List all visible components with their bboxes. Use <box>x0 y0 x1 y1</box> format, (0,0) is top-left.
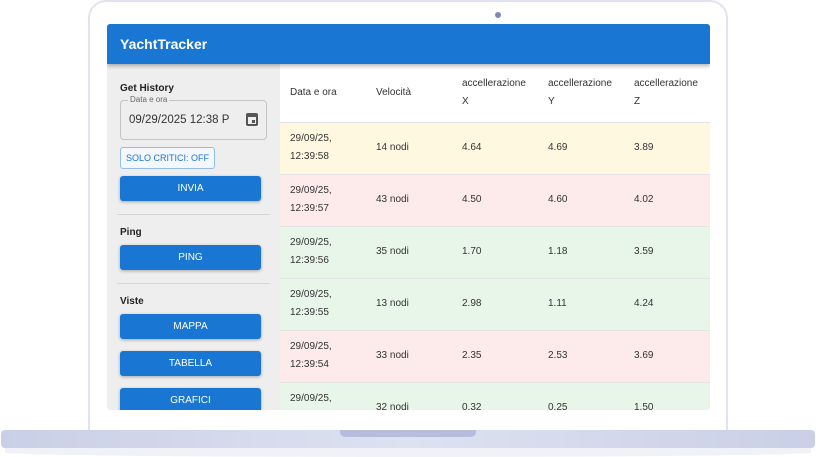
table-header: Data e ora Velocità accellerazione X acc… <box>280 64 710 122</box>
cell-time: 12:39:57 <box>290 203 329 214</box>
col-accel-z[interactable]: accellerazione Z <box>634 77 698 107</box>
col-datetime[interactable]: Data e ora <box>290 86 337 98</box>
table-row[interactable]: 29/09/25, 12:39:57 43 nodi 4.50 4.60 4.02 <box>280 173 710 226</box>
send-button[interactable]: INVIA <box>120 176 261 201</box>
cell-date: 29/09/25, <box>290 185 332 196</box>
cell-speed: 43 nodi <box>366 173 452 226</box>
cell-speed: 35 nodi <box>366 225 452 278</box>
cell-accel-z: 1.50 <box>624 381 710 410</box>
cell-accel-x: 2.35 <box>452 329 538 382</box>
col-speed[interactable]: Velocità <box>376 86 412 98</box>
cell-accel-z: 3.59 <box>624 225 710 278</box>
col-accel-y[interactable]: accellerazione Y <box>548 77 612 107</box>
ping-button[interactable]: PING <box>120 245 261 270</box>
laptop-shadow <box>5 448 811 457</box>
app-bar: YachtTracker <box>107 24 710 64</box>
cell-time: 12:39:55 <box>290 307 329 318</box>
table-row[interactable]: 29/09/25, 12:39:55 13 nodi 2.98 1.11 4.24 <box>280 277 710 330</box>
critical-only-toggle[interactable]: SOLO CRITICI: OFF <box>120 147 216 169</box>
table-row[interactable]: 29/09/25,12:39:53 32 nodi 0.32 0.25 1.50 <box>280 381 710 410</box>
cell-accel-x: 2.98 <box>452 277 538 330</box>
cell-accel-z: 4.02 <box>624 173 710 226</box>
cell-time: 12:39:54 <box>290 359 329 370</box>
cell-datetime: 29/09/25, 12:39:56 <box>280 225 366 278</box>
ping-title: Ping <box>120 227 142 238</box>
cell-accel-y: 1.18 <box>538 225 624 278</box>
cell-datetime: 29/09/25, 12:39:54 <box>280 329 366 382</box>
laptop-notch <box>340 430 476 437</box>
cell-accel-y: 2.53 <box>538 329 624 382</box>
cell-date: 29/09/25, <box>290 289 332 300</box>
datetime-input[interactable]: Data e ora 09/29/2025 12:38 P <box>120 95 267 140</box>
app-screen: YachtTracker Get History Data e ora 09/2… <box>107 24 710 410</box>
laptop-base <box>1 430 815 448</box>
divider <box>117 214 270 215</box>
cell-datetime: 29/09/25,12:39:53 <box>280 381 366 410</box>
datetime-value: 09/29/2025 12:38 P <box>129 114 230 126</box>
cell-date: 29/09/25, <box>290 393 332 405</box>
table-row[interactable]: 29/09/25, 12:39:54 33 nodi 2.35 2.53 3.69 <box>280 329 710 382</box>
cell-accel-x: 4.64 <box>452 121 538 174</box>
telemetry-table: Data e ora Velocità accellerazione X acc… <box>280 64 710 410</box>
calendar-icon[interactable] <box>246 113 258 126</box>
divider <box>117 283 270 284</box>
cell-date: 29/09/25, <box>290 237 332 248</box>
cell-accel-x: 0.32 <box>452 381 538 410</box>
cell-speed: 32 nodi <box>366 381 452 410</box>
cell-speed: 33 nodi <box>366 329 452 382</box>
datetime-label: Data e ora <box>128 95 170 104</box>
views-title: Viste <box>120 296 144 307</box>
app-title: YachtTracker <box>120 36 208 52</box>
cell-accel-z: 3.89 <box>624 121 710 174</box>
cell-accel-z: 3.69 <box>624 329 710 382</box>
cell-accel-y: 0.25 <box>538 381 624 410</box>
sidebar: Get History Data e ora 09/29/2025 12:38 … <box>107 64 280 410</box>
cell-datetime: 29/09/25, 12:39:58 <box>280 121 366 174</box>
map-view-button[interactable]: MAPPA <box>120 314 261 339</box>
table-row[interactable]: 29/09/25, 12:39:56 35 nodi 1.70 1.18 3.59 <box>280 225 710 278</box>
cell-accel-y: 1.11 <box>538 277 624 330</box>
cell-speed: 13 nodi <box>366 277 452 330</box>
cell-speed: 14 nodi <box>366 121 452 174</box>
cell-datetime: 29/09/25, 12:39:57 <box>280 173 366 226</box>
cell-accel-x: 4.50 <box>452 173 538 226</box>
charts-view-button[interactable]: GRAFICI <box>120 388 261 410</box>
col-accel-x[interactable]: accellerazione X <box>462 77 526 107</box>
get-history-title: Get History <box>120 83 174 94</box>
cell-accel-z: 4.24 <box>624 277 710 330</box>
cell-accel-y: 4.60 <box>538 173 624 226</box>
camera-icon <box>495 12 501 18</box>
cell-time: 12:39:58 <box>290 151 329 162</box>
cell-datetime: 29/09/25, 12:39:55 <box>280 277 366 330</box>
cell-accel-y: 4.69 <box>538 121 624 174</box>
table-row[interactable]: 29/09/25, 12:39:58 14 nodi 4.64 4.69 3.89 <box>280 121 710 174</box>
cell-date: 29/09/25, <box>290 133 332 144</box>
cell-date: 29/09/25, <box>290 341 332 352</box>
cell-accel-x: 1.70 <box>452 225 538 278</box>
cell-time: 12:39:56 <box>290 255 329 266</box>
table-view-button[interactable]: TABELLA <box>120 351 261 376</box>
